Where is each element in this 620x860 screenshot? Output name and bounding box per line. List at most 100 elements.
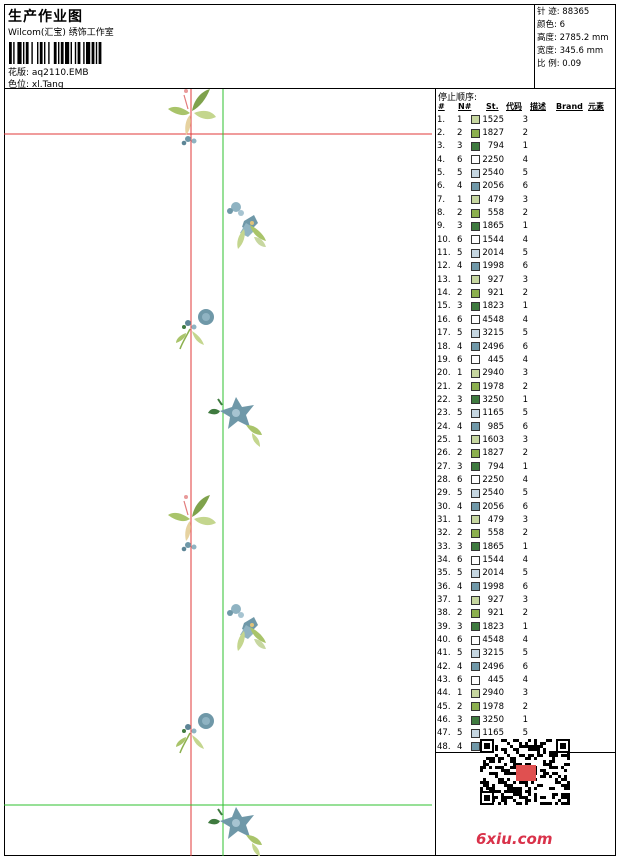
row-needle: 1 (457, 114, 463, 125)
table-row: 9. 3 1865 1 (436, 220, 616, 233)
design-label: 花版: (8, 68, 30, 78)
embroidery-preview (4, 89, 432, 856)
color-swatch (471, 275, 480, 285)
color-swatch (471, 462, 480, 472)
color-swatch (471, 595, 480, 605)
row-stitches: 1544 (482, 234, 504, 245)
row-code: 1 (522, 301, 528, 312)
row-needle: 1 (457, 274, 463, 285)
stat-width: 宽度: 345.6 mm (537, 46, 604, 56)
color-swatch (471, 448, 480, 458)
table-row: 17. 5 3215 5 (436, 327, 616, 340)
col-brand: Brand (556, 102, 583, 111)
row-code: 6 (522, 581, 528, 592)
color-swatch (471, 528, 480, 538)
table-row: 28. 6 2250 4 (436, 473, 616, 486)
row-needle: 4 (457, 421, 463, 432)
row-index: 25. (437, 434, 451, 445)
color-swatch (471, 662, 480, 672)
color-swatch (471, 168, 480, 178)
row-code: 5 (522, 328, 528, 339)
color-swatch (471, 555, 480, 565)
row-index: 18. (437, 341, 451, 352)
table-row: 40. 6 4548 4 (436, 633, 616, 646)
row-stitches: 985 (487, 421, 504, 432)
row-code: 3 (522, 368, 528, 379)
row-needle: 2 (457, 528, 463, 539)
design-line: 花版: aq2110.EMB (8, 65, 89, 78)
row-needle: 2 (457, 701, 463, 712)
stop-sequence-panel: 停止顺序: # N# St. 代码 描述 Brand 元素 1. 1 1525 3 2.… (435, 89, 616, 752)
row-needle: 4 (457, 741, 463, 752)
row-needle: 1 (457, 368, 463, 379)
row-index: 26. (437, 448, 451, 459)
row-code: 4 (522, 635, 528, 646)
col-code: 代码 (506, 102, 522, 111)
row-needle: 1 (457, 194, 463, 205)
row-code: 2 (522, 528, 528, 539)
row-needle: 5 (457, 328, 463, 339)
table-row: 3. 3 794 1 (436, 140, 616, 153)
row-needle: 6 (457, 354, 463, 365)
row-stitches: 1165 (482, 408, 504, 419)
row-stitches: 1978 (482, 381, 504, 392)
table-row: 43. 6 445 4 (436, 673, 616, 686)
color-swatch (471, 368, 480, 378)
table-row: 41. 5 3215 5 (436, 647, 616, 660)
color-swatch (471, 395, 480, 405)
row-code: 2 (522, 701, 528, 712)
color-swatch (471, 608, 480, 618)
row-needle: 4 (457, 181, 463, 192)
color-swatch (471, 742, 480, 752)
row-index: 31. (437, 514, 451, 525)
row-index: 33. (437, 541, 451, 552)
table-row: 4. 6 2250 4 (436, 153, 616, 166)
row-code: 3 (522, 194, 528, 205)
row-code: 2 (522, 208, 528, 219)
row-needle: 5 (457, 648, 463, 659)
color-swatch (471, 502, 480, 512)
stat-stitches: 针 迹: 88365 (537, 7, 590, 17)
table-row: 10. 6 1544 4 (436, 233, 616, 246)
color-swatch (471, 288, 480, 298)
color-swatch (471, 688, 480, 698)
motif-leaf-spray (167, 89, 217, 146)
row-code: 1 (522, 461, 528, 472)
color-swatch (471, 261, 480, 271)
row-stitches: 1827 (482, 128, 504, 139)
row-needle: 5 (457, 248, 463, 259)
table-row: 25. 1 1603 3 (436, 433, 616, 446)
row-code: 5 (522, 168, 528, 179)
row-code: 4 (522, 474, 528, 485)
row-index: 12. (437, 261, 451, 272)
row-stitches: 2056 (482, 181, 504, 192)
row-code: 2 (522, 381, 528, 392)
motif-star-flower (207, 806, 263, 856)
row-stitches: 927 (487, 274, 504, 285)
row-stitches: 2940 (482, 368, 504, 379)
table-row: 23. 5 1165 5 (436, 407, 616, 420)
stop-sequence-title: 停止顺序: (438, 93, 478, 103)
row-index: 34. (437, 555, 451, 566)
row-needle: 5 (457, 728, 463, 739)
row-code: 6 (522, 181, 528, 192)
row-stitches: 2014 (482, 568, 504, 579)
row-index: 6. (437, 181, 446, 192)
row-needle: 5 (457, 568, 463, 579)
row-stitches: 445 (487, 675, 504, 686)
color-swatch (471, 542, 480, 552)
row-stitches: 2056 (482, 501, 504, 512)
row-stitches: 1603 (482, 434, 504, 445)
stat-colors: 颜色: 6 (537, 20, 565, 30)
color-swatch (471, 715, 480, 725)
row-index: 45. (437, 701, 451, 712)
row-stitches: 3215 (482, 648, 504, 659)
row-code: 5 (522, 408, 528, 419)
row-stitches: 1865 (482, 541, 504, 552)
table-row: 38. 2 921 2 (436, 607, 616, 620)
row-index: 14. (437, 288, 451, 299)
row-code: 3 (522, 595, 528, 606)
row-needle: 1 (457, 595, 463, 606)
table-row: 46. 3 3250 1 (436, 713, 616, 726)
page-title: 生产作业图 (8, 9, 83, 25)
